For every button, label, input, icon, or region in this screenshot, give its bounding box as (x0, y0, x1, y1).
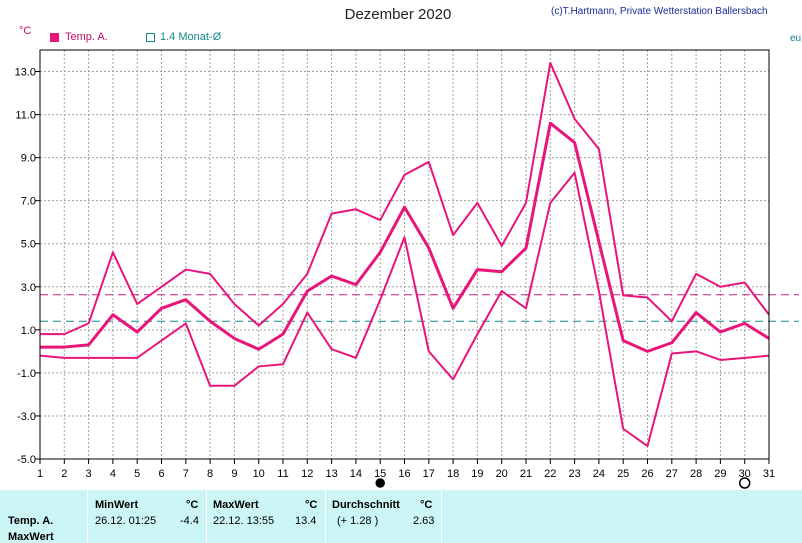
y-tick-label: 7.0 (21, 196, 36, 208)
avg-unit: °C (420, 499, 433, 511)
x-tick-label: 2 (61, 468, 67, 480)
avg-delta: (+ 1.28 ) (337, 515, 379, 527)
y-tick-label: -1.0 (17, 368, 36, 380)
x-tick-label: 24 (593, 468, 605, 480)
y-tick-label: 3.0 (21, 282, 36, 294)
x-tick-label: 30 (739, 468, 751, 480)
marker-filled-circle (375, 478, 385, 488)
x-tick-label: 4 (110, 468, 116, 480)
x-tick-label: 7 (183, 468, 189, 480)
legend-avg-label: 1.4 Monat-Ø (160, 31, 222, 43)
edge-label: eu (790, 33, 802, 44)
x-tick-label: 15 (374, 468, 386, 480)
stats-row-label-1: Temp. A. (8, 515, 54, 527)
y-tick-label: -5.0 (17, 454, 36, 466)
min-header: MinWert (95, 499, 139, 511)
series-min-line (39, 171, 770, 448)
legend-temp-swatch (50, 33, 59, 42)
axes (35, 49, 770, 464)
series-lines (39, 61, 770, 448)
avg-value: 2.63 (413, 515, 435, 527)
y-tick-label: 13.0 (15, 67, 36, 79)
y-tick-label: 1.0 (21, 325, 36, 337)
avg-header: Durchschnitt (332, 499, 400, 511)
legend-avg-swatch (146, 33, 155, 42)
x-tick-label: 16 (398, 468, 410, 480)
x-tick-label: 26 (641, 468, 653, 480)
tick-labels: 13.011.09.07.05.03.01.0-1.0-3.0-5.01 2 3 4 5… (15, 67, 775, 489)
x-tick-label: 14 (350, 468, 362, 480)
series-max-line (40, 61, 770, 336)
y-tick-label: -3.0 (17, 411, 36, 423)
x-tick-label: 12 (301, 468, 313, 480)
x-tick-label: 8 (207, 468, 213, 480)
min-unit: °C (186, 499, 199, 511)
max-header: MaxWert (213, 499, 259, 511)
min-value: -4.4 (180, 515, 199, 527)
x-tick-label: 1 (37, 468, 43, 480)
x-tick-label: 27 (666, 468, 678, 480)
x-tick-label: 23 (568, 468, 580, 480)
x-tick-label: 18 (447, 468, 459, 480)
credit-text: (c)T.Hartmann, Private Wetterstation Bal… (551, 6, 768, 17)
y-tick-label: 9.0 (21, 153, 36, 165)
legend-temp-label: Temp. A. (65, 31, 108, 43)
stats-row-label-2: MaxWert (8, 531, 54, 543)
x-tick-label: 22 (544, 468, 556, 480)
max-value: 13.4 (295, 515, 317, 527)
x-tick-label: 29 (714, 468, 726, 480)
x-tick-label: 28 (690, 468, 702, 480)
series-mean-line (40, 121, 770, 353)
x-tick-label: 3 (86, 468, 92, 480)
y-axis-unit: °C (19, 25, 32, 37)
chart-title: Dezember 2020 (344, 6, 452, 23)
min-time: 26.12. 01:25 (95, 515, 157, 527)
x-tick-label: 5 (134, 468, 140, 480)
y-tick-label: 11.0 (15, 110, 36, 122)
x-tick-label: 10 (253, 468, 265, 480)
x-tick-label: 19 (471, 468, 483, 480)
max-unit: °C (305, 499, 318, 511)
x-tick-label: 20 (496, 468, 508, 480)
x-tick-label: 6 (158, 468, 164, 480)
x-tick-label: 21 (520, 468, 532, 480)
x-tick-label: 25 (617, 468, 629, 480)
x-tick-label: 11 (277, 468, 288, 480)
x-tick-label: 17 (423, 468, 435, 480)
x-tick-label: 13 (325, 468, 337, 480)
chart-area: 13.011.09.07.05.03.01.0-1.0-3.0-5.01 2 3 4 5… (15, 49, 799, 489)
x-tick-label: 9 (231, 468, 237, 480)
stats-panel: Temp. A. MaxWert MinWert °C 26.12. 01:25… (0, 490, 802, 543)
max-time: 22.12. 13:55 (213, 515, 275, 527)
reference-lines (40, 294, 799, 322)
y-tick-label: 5.0 (21, 239, 36, 251)
x-tick-label: 31 (763, 468, 775, 480)
marker-open-circle (738, 477, 751, 489)
